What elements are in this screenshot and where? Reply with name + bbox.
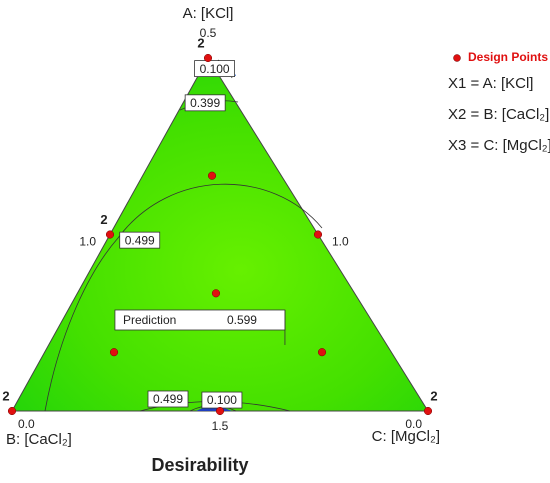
tick-label: 0.0 (405, 417, 422, 431)
design-point (207, 171, 217, 180)
vertex-label: A: [KCl] (183, 5, 234, 22)
design-point (313, 230, 323, 239)
contour-label-box (184, 94, 226, 112)
legend-marker (453, 54, 461, 62)
replicate-count: 2 (430, 388, 437, 403)
replicate-count: 2 (100, 212, 107, 227)
chart-title: Desirability (151, 455, 248, 475)
design-point (317, 348, 327, 357)
contour-label: 0.100 (200, 62, 230, 76)
tick-label: 1.0 (79, 235, 96, 249)
design-point (7, 406, 17, 416)
vertex-label: B: [CaCl₂] (6, 431, 72, 448)
replicate-count: 2 (197, 35, 204, 50)
legend-entry: X1 = A: [KCl] (448, 75, 533, 92)
prediction-box (114, 309, 286, 331)
design-point (211, 289, 221, 298)
contour-label: 0.100 (207, 393, 237, 407)
tick-label: 0.0 (18, 417, 35, 431)
design-point (203, 53, 213, 63)
design-point (215, 406, 225, 416)
replicate-count: 2 (2, 388, 9, 403)
contour-label: 0.499 (153, 392, 183, 406)
tick-label: 1.0 (332, 235, 349, 249)
contour-label-box (119, 231, 161, 249)
prediction-value: 0.599 (227, 313, 257, 327)
design-point (105, 230, 115, 239)
design-point (423, 406, 433, 416)
contour-label: 0.499 (125, 233, 155, 247)
legend-title: Design Points (468, 50, 548, 64)
legend-entry: X2 = B: [CaCl₂] (448, 106, 549, 123)
contour-label: 0.399 (190, 96, 220, 110)
design-point (109, 348, 119, 357)
contour-label-box (194, 60, 236, 77)
legend-entry: X3 = C: [MgCl₂] (448, 137, 550, 154)
tick-label: 1.5 (212, 419, 229, 433)
vertex-label: C: [MgCl₂] (372, 428, 440, 445)
tick-label: 0.5 (200, 26, 217, 40)
prediction-label: Prediction (123, 313, 176, 327)
contour-label-box (147, 390, 189, 408)
